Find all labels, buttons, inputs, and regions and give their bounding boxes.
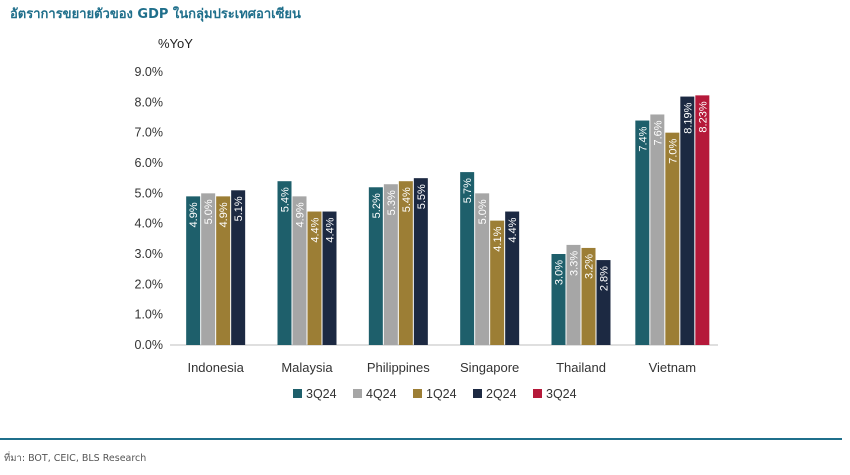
bar-vietnam-1q24 [665,132,680,345]
legend-swatch [413,389,422,398]
legend-label: 1Q24 [426,387,457,401]
x-tick-label: Malaysia [281,360,333,375]
footer-divider [0,438,842,440]
bar-philippines-4q24 [383,184,398,345]
bar-thailand-4q24 [566,244,581,345]
bar-singapore-1q24 [490,220,505,345]
y-tick-label: 2.0% [135,277,164,291]
bar-thailand-2q24 [596,260,611,345]
bar-malaysia-3q24 [277,181,292,345]
data-label: 7.6% [652,120,664,145]
data-label: 4.4% [325,217,337,242]
data-label: 4.9% [295,202,307,227]
data-label: 4.1% [492,226,504,251]
data-label: 5.2% [371,193,383,218]
legend-swatch [353,389,362,398]
legend-swatch [293,389,302,398]
data-label: 3.3% [569,251,581,276]
data-label: 5.7% [462,178,474,203]
bar-thailand-1q24 [581,247,596,345]
chart-title: อัตราการขยายตัวของ GDP ในกลุ่มประเทศอาเซ… [10,7,301,22]
bar-indonesia-3q24 [186,196,201,345]
bar-philippines-2q24 [413,178,428,345]
legend-label: 3Q24 [546,387,577,401]
data-label: 5.5% [416,184,428,209]
y-tick-label: 1.0% [135,308,164,322]
data-label: 4.9% [188,202,200,227]
legend-label: 2Q24 [486,387,517,401]
data-label: 4.4% [310,217,322,242]
bar-singapore-2q24 [505,211,520,345]
data-label: 2.8% [599,266,611,291]
data-label: 8.19% [682,102,694,133]
y-axis-label: %YoY [158,36,193,51]
bar-indonesia-4q24 [201,193,216,345]
data-label: 5.1% [233,196,245,221]
legend-label: 3Q24 [306,387,337,401]
y-tick-label: 5.0% [135,186,164,200]
bar-vietnam-2q24 [680,96,695,345]
data-label: 5.4% [401,187,413,212]
y-tick-label: 3.0% [135,247,164,261]
data-label: 7.0% [667,138,679,163]
y-tick-label: 4.0% [135,217,164,231]
bar-singapore-3q24 [460,172,475,345]
bar-singapore-4q24 [475,193,490,345]
data-label: 7.4% [637,126,649,151]
data-label: 3.0% [554,260,566,285]
y-tick-label: 9.0% [135,65,164,79]
bar-vietnam-4q24 [650,114,665,345]
y-tick-label: 6.0% [135,156,164,170]
x-tick-label: Thailand [556,360,606,375]
bar-malaysia-2q24 [322,211,337,345]
data-label: 5.0% [203,199,215,224]
x-tick-label: Philippines [367,360,430,375]
bar-malaysia-1q24 [307,211,322,345]
data-label: 8.23% [697,101,709,132]
legend-swatch [533,389,542,398]
y-tick-label: 0.0% [135,338,164,352]
data-label: 3.2% [584,254,596,279]
bar-indonesia-1q24 [216,196,231,345]
bar-philippines-1q24 [398,181,413,345]
bar-thailand-3q24 [551,254,566,345]
x-tick-label: Vietnam [649,360,696,375]
bar-vietnam-3q24 [635,120,650,346]
y-tick-label: 8.0% [135,95,164,109]
legend-label: 4Q24 [366,387,397,401]
source-note: ที่มา: BOT, CEIC, BLS Research [4,453,147,464]
data-label: 4.9% [218,202,230,227]
x-tick-label: Indonesia [187,360,244,375]
bar-malaysia-4q24 [292,196,307,345]
bar-philippines-3q24 [368,187,383,345]
y-tick-label: 7.0% [135,126,164,140]
bar-vietnam-3q24 [695,95,710,346]
data-label: 4.4% [507,217,519,242]
data-label: 5.3% [386,190,398,215]
x-tick-label: Singapore [460,360,519,375]
legend-swatch [473,389,482,398]
data-label: 5.0% [477,199,489,224]
gdp-bar-chart: %YoY 0.0% 1.0% 2.0% 3.0% 4.0% 5.0% 6.0% 7.0% 8.0%… [135,36,718,401]
bar-indonesia-2q24 [231,190,246,345]
data-label: 5.4% [280,187,292,212]
